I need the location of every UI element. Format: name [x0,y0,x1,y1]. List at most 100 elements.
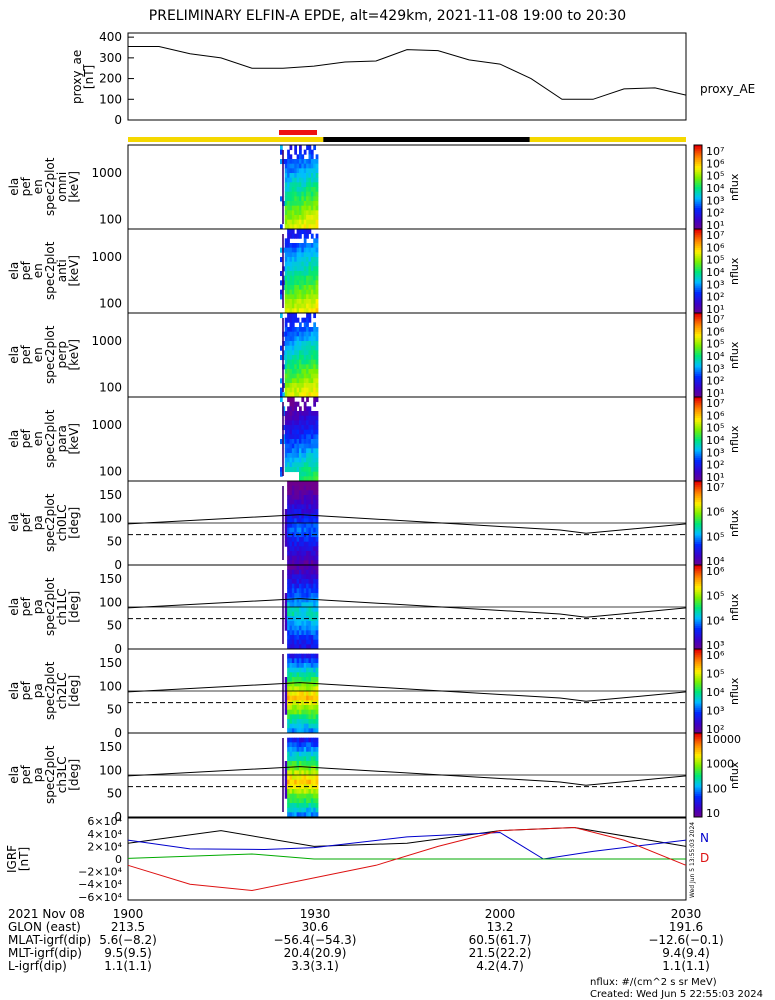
spec-cell [296,159,300,165]
spec-cell [310,177,314,183]
spec-cell [287,737,290,743]
spec-cell [296,420,300,426]
colorbar-cell [694,172,702,175]
spec-cell [303,355,307,361]
spec-cell [287,327,290,333]
spec-cell [291,807,295,813]
spec-cell [315,756,319,762]
spec-cell [303,527,307,533]
spec-cell [301,317,305,323]
spec-cell [291,751,295,757]
spec-cell [301,621,305,627]
spec-cell [306,168,309,174]
spec-cell [303,765,307,771]
spec-cell [303,149,307,155]
spec-cell [308,219,312,225]
spec-cell [310,215,314,221]
spec-cell [310,499,314,505]
spec-cell [289,462,293,468]
spec-cell [294,789,298,795]
spec-cell [313,607,317,613]
spec-cell [289,663,293,669]
colorbar-cell [694,567,702,570]
spec-cell [315,714,319,720]
spec-cell [301,331,305,337]
spec-cell [296,807,300,813]
spec-cell [310,373,314,379]
spec-cell [299,518,302,524]
spec-cell [313,663,317,669]
colorbar-tick-label: 10⁷ [706,397,724,410]
spec-cell [306,807,309,813]
spec-cell [287,457,290,463]
spec-cell [313,210,317,216]
spec-cell [303,471,307,477]
spec-cell [287,630,290,636]
spec-cell [301,565,305,571]
spec-cell [303,770,307,776]
spec-cell [301,425,305,431]
spec-cell [296,761,300,767]
spec-cell [313,644,317,650]
spec-cell [303,401,307,407]
spec-cell [294,499,298,505]
spec-cell [303,509,307,515]
colorbar-cell [694,495,702,499]
spec-cell [308,331,312,337]
colorbar-cell [694,520,702,524]
spec-cell [306,415,309,421]
colorbar-cell [694,602,702,606]
spec-cell [291,518,295,524]
spec-cell [306,406,309,412]
spec-cell [289,205,293,211]
spec-cell [287,635,290,641]
spec-cell [310,607,314,613]
colorbar-cell [694,319,702,322]
spec-cell [284,345,288,351]
spec-cell [315,667,319,673]
spec-cell [299,327,302,333]
spec-cell [313,569,317,575]
spec-cell [306,695,309,701]
spec-cell [284,369,288,375]
spec-cell [291,373,295,379]
spec-cell [315,392,319,398]
spec-cell [287,705,290,711]
spec-cell [301,653,305,659]
colorbar-cell [694,203,702,207]
spec-cell [284,509,288,515]
loss-cone-line [127,514,687,534]
spec-cell [313,327,317,333]
spec-cell [313,196,317,202]
spec-cell [301,812,305,818]
colorbar-tick-label: 10¹ [706,471,724,484]
colorbar-cell [694,466,702,469]
colorbar-cell [694,525,702,528]
spec-cell [287,271,290,277]
spec-cell [294,485,298,491]
spec-cell [291,798,295,804]
spec-cell [299,695,302,701]
spec-cell [289,803,293,809]
spec-cell [308,807,312,813]
spec-streak [282,318,284,392]
spec-cell [287,569,290,575]
spec-cell [303,504,307,510]
spec-cell [308,271,312,277]
spec-cell [299,625,302,631]
spec-cell [303,238,307,244]
colorbar-cell [694,768,702,772]
spec-cell [313,719,317,725]
colorbar-cell [694,661,702,665]
spec-cell [294,163,298,169]
spec-cell [294,569,298,575]
spec-cell [308,765,312,771]
spec-cell [284,159,288,165]
spec-cell [299,406,302,412]
spec-cell [313,807,317,813]
spec-cell [294,597,298,603]
colorbar-cell [694,420,702,423]
spec-cell [301,215,305,221]
spec-cell [294,411,298,417]
spec-cell [280,289,283,295]
